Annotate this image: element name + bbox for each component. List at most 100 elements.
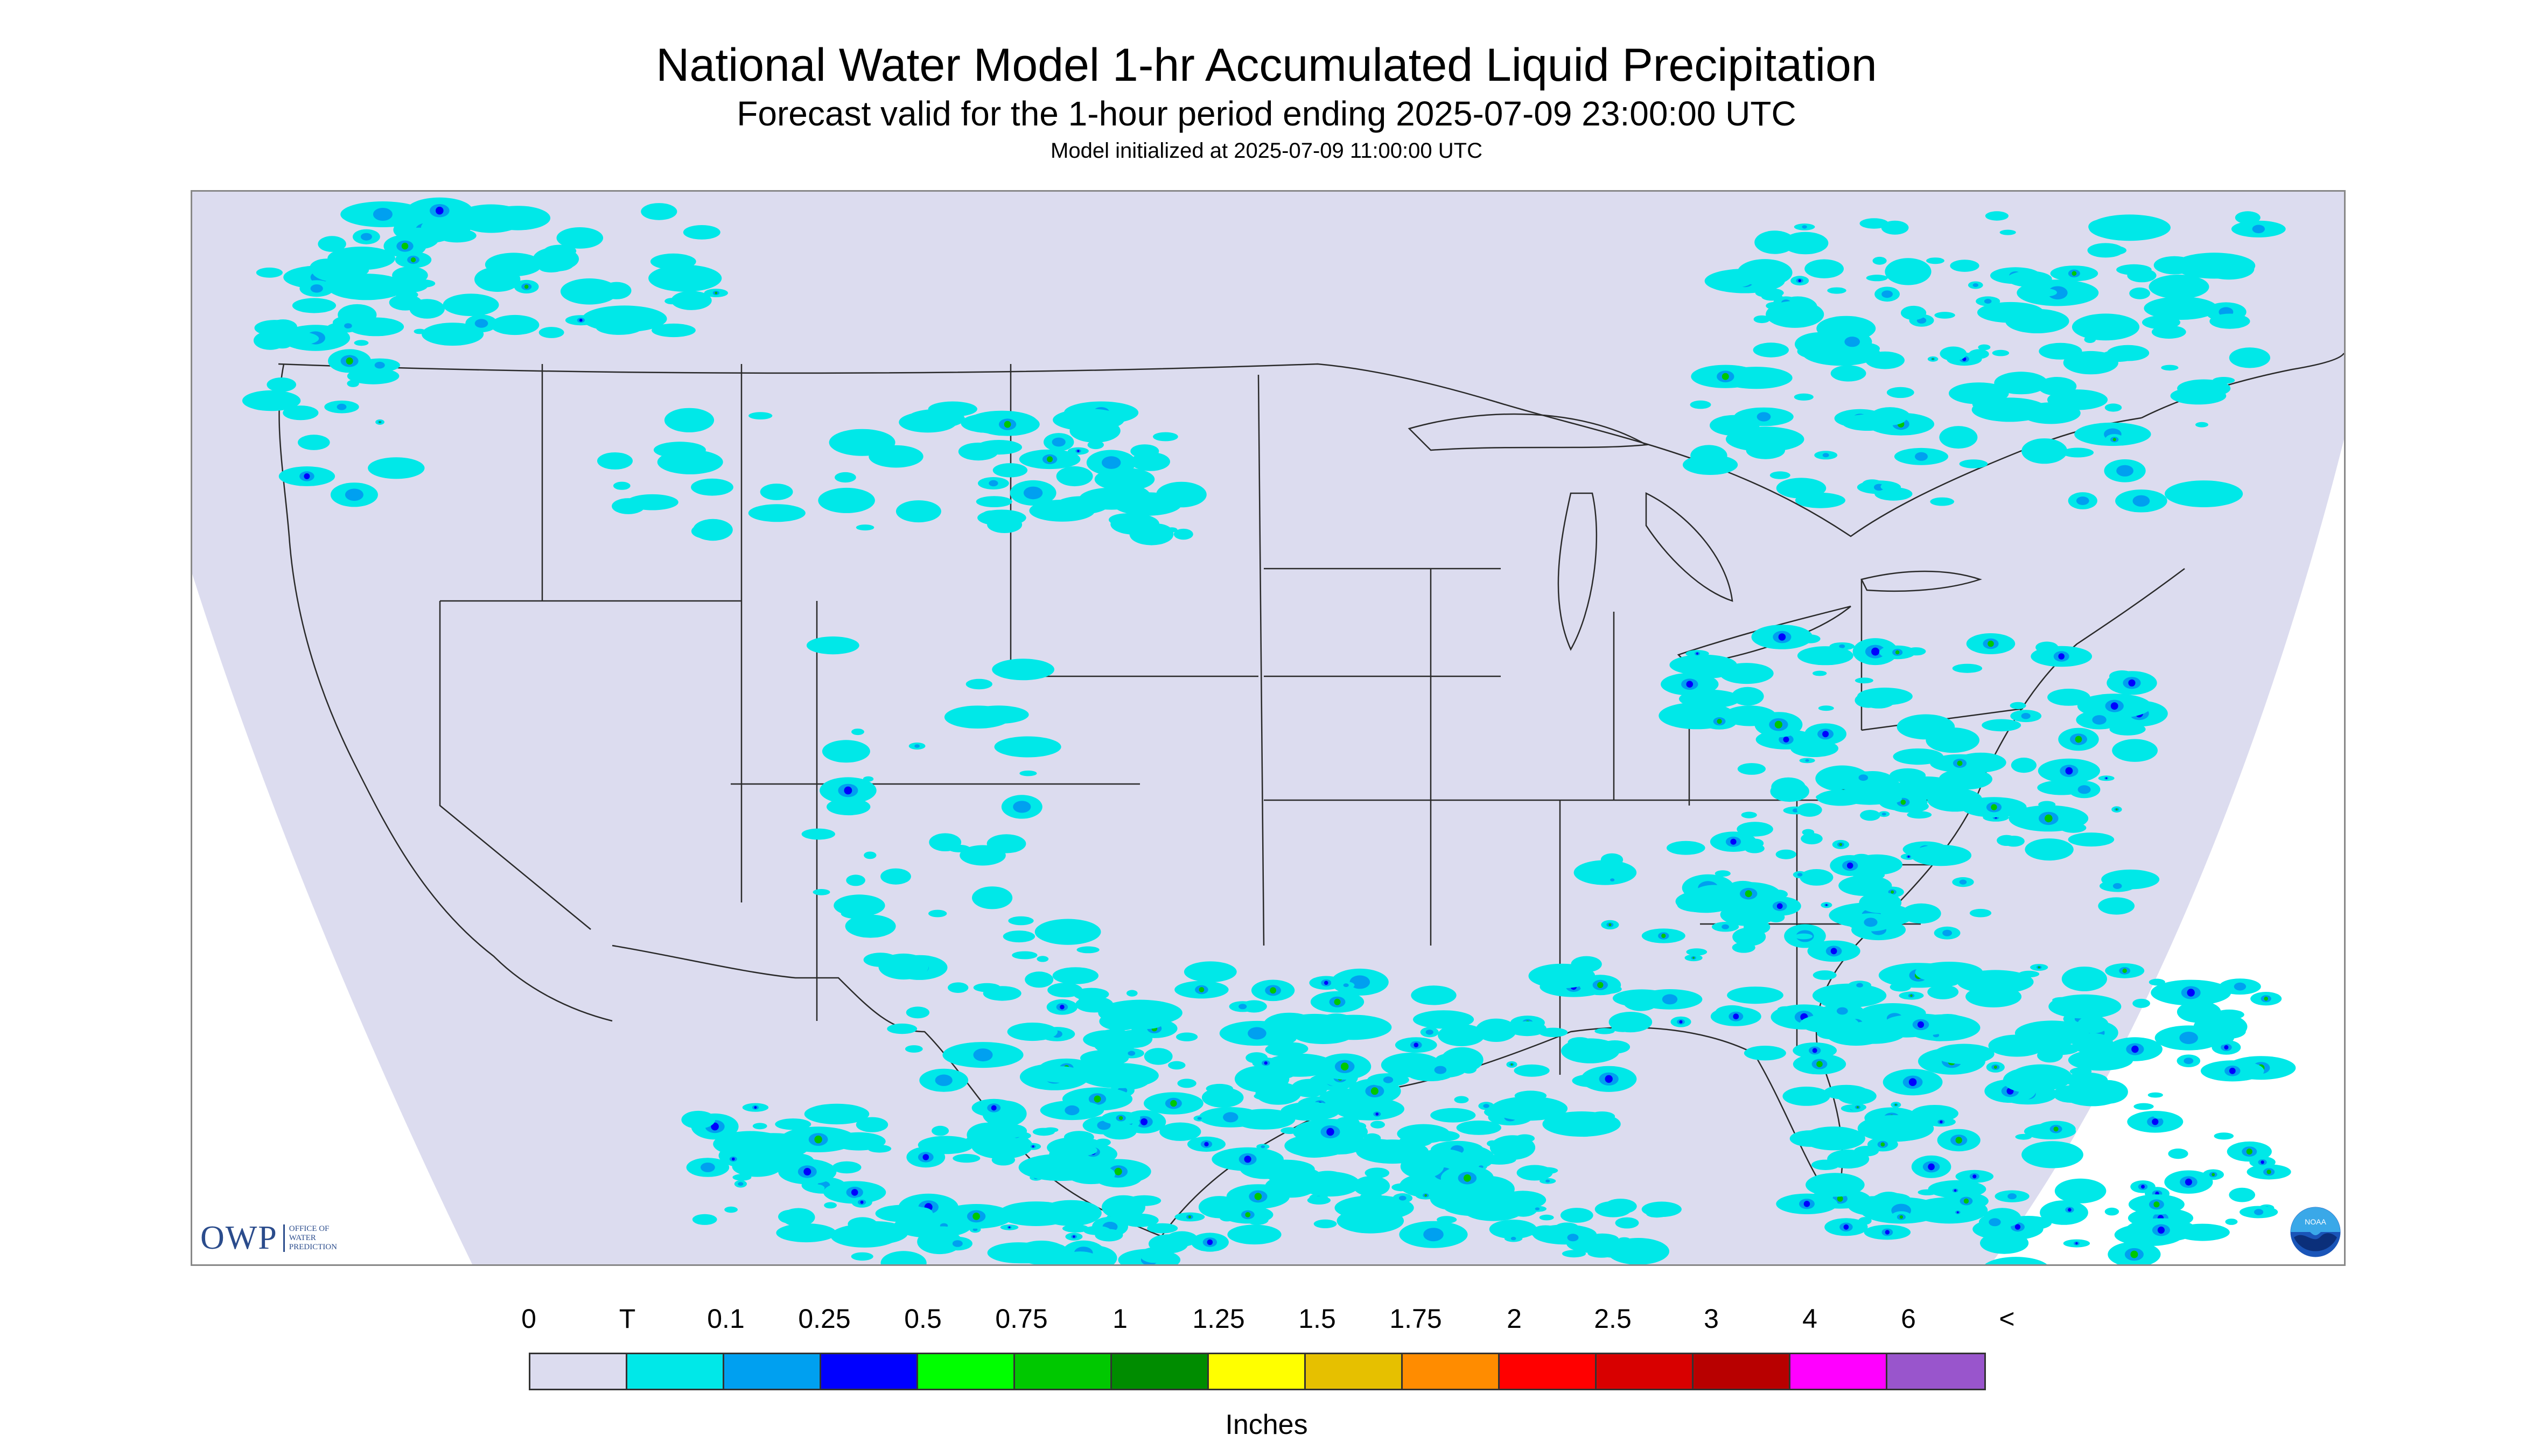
precip-cell — [671, 291, 712, 310]
precip-cell — [2054, 844, 2068, 850]
precip-cell — [1007, 1023, 1058, 1041]
precip-core — [1510, 1236, 1516, 1241]
precip-cell — [1400, 1154, 1444, 1179]
precip-peak — [2116, 808, 2118, 810]
precip-peak — [2053, 1126, 2059, 1132]
precip-cell — [1256, 1159, 1315, 1179]
precip-cell — [887, 1023, 918, 1034]
precip-cell — [1573, 860, 1637, 885]
precip-cell — [1179, 1033, 1195, 1040]
precip-cell — [1690, 400, 1711, 409]
precip-cell — [804, 1103, 870, 1125]
owp-logo-wordmark: OWP — [200, 1220, 278, 1256]
precip-cell — [1800, 634, 1821, 643]
precip-core — [1959, 879, 1967, 885]
precip-cell — [1475, 1018, 1517, 1042]
precip-peak — [1812, 1048, 1817, 1053]
precip-cell — [1413, 1010, 1474, 1029]
precip-peak — [1880, 1142, 1885, 1147]
precip-cell — [338, 304, 377, 326]
precip-cell — [318, 236, 346, 252]
precip-cell — [1801, 832, 1823, 845]
precip-cell — [2127, 268, 2157, 283]
precip-cell — [801, 828, 836, 840]
legend-swatch — [1887, 1354, 1984, 1389]
precip-cell — [1140, 1247, 1168, 1263]
precip-peak — [346, 357, 353, 365]
precip-cell — [1130, 452, 1170, 471]
precip-cell — [1719, 663, 1774, 684]
precip-cell — [1866, 275, 1888, 282]
precip-cell — [1299, 1171, 1361, 1197]
precip-cell — [1037, 1066, 1083, 1083]
precip-cell — [1032, 1128, 1055, 1136]
precip-peak — [2110, 702, 2118, 710]
precip-core — [1261, 1145, 1265, 1149]
precip-cell — [724, 1206, 738, 1213]
precip-cell — [1797, 803, 1822, 817]
precip-cell — [856, 1117, 888, 1132]
legend-color-bar — [529, 1353, 1986, 1390]
precip-cell — [928, 401, 977, 417]
precip-core — [1858, 774, 1869, 781]
precip-core — [1984, 299, 1992, 304]
precip-peak — [803, 1168, 811, 1175]
precip-peak — [1846, 862, 1853, 869]
precip-cell — [1862, 988, 1884, 998]
legend-swatch — [627, 1354, 724, 1389]
precip-peak — [1207, 1239, 1213, 1245]
precip-core — [1535, 1207, 1540, 1210]
precip-core — [2076, 496, 2089, 505]
legend-swatch — [918, 1354, 1015, 1389]
precip-cell — [834, 894, 885, 917]
precip-peak — [1245, 1212, 1251, 1217]
precip-peak — [304, 473, 310, 479]
legend-tick-label: 1 — [1112, 1304, 1128, 1334]
precip-core — [374, 361, 385, 369]
precip-peak — [2229, 1067, 2236, 1074]
legend-swatch — [821, 1354, 918, 1389]
precip-cell — [2063, 351, 2118, 375]
precip-core — [1915, 452, 1928, 461]
precip-peak — [1326, 1128, 1334, 1136]
precip-core — [973, 1048, 993, 1062]
precip-peak — [1803, 1201, 1810, 1207]
precip-peak — [1839, 843, 1842, 846]
precip-cell — [1508, 1021, 1547, 1037]
precip-cell — [1886, 387, 1914, 398]
precip-peak — [1692, 956, 1695, 959]
precip-peak — [1424, 1194, 1427, 1197]
precip-cell — [2104, 1207, 2119, 1216]
precip-cell — [1930, 497, 1955, 506]
precip-cell — [1986, 1261, 2027, 1264]
precip-cell — [846, 874, 865, 886]
precip-cell — [626, 494, 678, 510]
precip-peak — [2130, 1250, 2138, 1258]
precip-cell — [806, 636, 859, 655]
precip-cell — [1166, 1231, 1198, 1247]
model-init-time: Model initialized at 2025-07-09 11:00:00… — [1051, 139, 1482, 163]
precip-core — [1972, 283, 1979, 287]
precip-cell — [1997, 835, 2017, 846]
precip-cell — [1585, 1112, 1603, 1123]
precip-peak — [1957, 760, 1963, 766]
precip-peak — [1730, 838, 1737, 845]
precip-core — [1097, 1121, 1111, 1130]
precip-peak — [1170, 1100, 1177, 1107]
precip-peak — [1972, 1174, 1977, 1179]
precip-cell — [752, 1123, 767, 1130]
precip-cell — [2153, 1112, 2165, 1119]
precip-cell — [1683, 454, 1738, 475]
precip-core — [1989, 1218, 2001, 1227]
precip-cell — [2147, 1092, 2163, 1098]
precip-cell — [681, 1110, 716, 1129]
precip-cell — [292, 298, 336, 313]
precip-cell — [1790, 739, 1838, 757]
precip-core — [1065, 1105, 1080, 1116]
precip-cell — [944, 705, 1011, 729]
precip-peak — [1605, 1075, 1613, 1083]
precip-peak — [2246, 1149, 2252, 1155]
precip-peak — [1597, 982, 1604, 989]
precip-core — [2254, 1209, 2264, 1215]
legend-tick-label: T — [619, 1304, 636, 1334]
